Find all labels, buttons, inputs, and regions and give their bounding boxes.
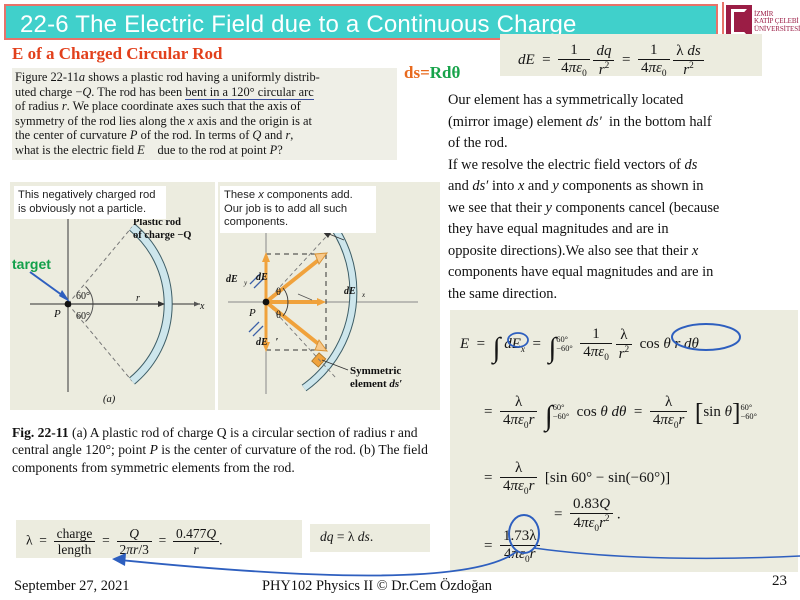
figure-b-graphic: y — [226, 192, 418, 394]
logo-line-1: İZMİR — [754, 9, 774, 18]
svg-text:x: x — [361, 291, 366, 299]
annotation-ds-equals-rdtheta: ds=Rdθ — [404, 63, 460, 83]
svg-text:of charge −Q: of charge −Q — [133, 230, 191, 241]
figure-a-callout: This negatively charged rod is obviously… — [14, 186, 166, 220]
svg-text:60°: 60° — [76, 311, 90, 322]
svg-text:60°: 60° — [76, 291, 90, 302]
logo-text: İZMİR KATİP ÇELEBİ ÜNİVERSİTESİ — [754, 9, 800, 34]
footer-course: PHY102 Physics II © Dr.Cem Özdoğan — [262, 578, 492, 594]
university-logo: İZMİR KATİP ÇELEBİ ÜNİVERSİTESİ — [722, 2, 800, 42]
svg-text:dE: dE — [344, 286, 356, 297]
section-heading: E of a Charged Circular Rod — [12, 44, 223, 63]
figure-b-callout-line-1: These x components add. — [224, 189, 353, 201]
svg-text:dE⃗′: dE⃗′ — [256, 337, 278, 348]
explanation-line-4: If we resolve the electric field vectors… — [448, 156, 698, 173]
footer-page-number: 23 — [772, 573, 787, 589]
figure-caption-label: Fig. 22-11 — [12, 425, 69, 440]
svg-text:θ: θ — [276, 310, 281, 321]
equation-dE: dE = 1 4πε0 dq r2 = 1 4πε0 λ ds r2 — [500, 34, 762, 79]
svg-text:Plastic rod: Plastic rod — [133, 217, 181, 228]
explanation-text: Our element has a symmetrically located … — [448, 90, 796, 305]
svg-text:P: P — [248, 307, 256, 319]
explanation-line-9: components have equal magnitudes and are… — [448, 264, 714, 280]
explanation-line-8: opposite directions).We also see that th… — [448, 242, 699, 259]
annotation-ds-rhs: Rdθ — [429, 63, 461, 82]
svg-text:r: r — [136, 293, 140, 304]
figure-caption: Fig. 22-11 (a) A plastic rod of charge Q… — [12, 424, 432, 476]
svg-text:dE: dE — [226, 274, 238, 285]
svg-text:(a): (a) — [103, 394, 116, 405]
svg-text:x: x — [199, 301, 205, 312]
intro-paragraph: Figure 22-11a shows a plastic rod having… — [12, 68, 397, 160]
derivation-line-2: = λ 4πε0r ∫ 60° −60° cos θ dθ = λ 4πε0r [sin… — [484, 394, 757, 433]
target-annotation-label: target — [12, 256, 51, 272]
figure-a-callout-line-2: is obviously not a particle. — [18, 202, 147, 215]
figure-a-callout-line-1: This negatively charged rod — [18, 189, 156, 201]
derivation-line-1: E = ∫ dEx = ∫ 60° −60° 1 4πε0 λ r2 cos θ r d… — [460, 326, 699, 365]
equation-lambda: λ = charge length = Q 2πr/3 = 0.477Q r. — [16, 520, 302, 558]
derivation-line-4: = 1.73λ 4πε0r — [484, 528, 540, 565]
annotation-ds-lhs: ds= — [404, 63, 430, 82]
equation-dq: dq = λ ds. — [310, 524, 430, 552]
svg-text:Symmetric: Symmetric — [350, 365, 401, 377]
header-band: 22-6 The Electric Field due to a Continu… — [4, 4, 718, 40]
explanation-line-3: of the rod. — [448, 135, 508, 151]
derivation-line-3: = λ 4πε0r [sin 60° − sin(−60°)] — [484, 460, 671, 497]
logo-line-2: KATİP ÇELEBİ — [754, 17, 799, 26]
explanation-line-10: the same direction. — [448, 285, 558, 302]
svg-text:dE⃗: dE⃗ — [256, 272, 275, 283]
figure-caption-text: (a) A plastic rod of charge Q is a circu… — [12, 425, 428, 475]
figure-b-callout-line-2: Our job is to add all such — [224, 202, 348, 215]
figure-b: y — [218, 182, 440, 410]
svg-text:y: y — [243, 279, 248, 287]
derivation-line-5: = 0.83Q 4πε0r2 . — [554, 496, 621, 534]
figure-b-callout: These x components add. Our job is to ad… — [220, 186, 376, 233]
figure-b-callout-line-3: components. — [224, 216, 289, 229]
svg-text:element ds′: element ds′ — [350, 378, 402, 390]
logo-line-3: ÜNİVERSİTESİ — [754, 24, 800, 33]
page-title: 22-6 The Electric Field due to a Continu… — [20, 11, 577, 38]
explanation-line-1: Our element has a symmetrically located — [448, 92, 684, 108]
explanation-line-6: we see that their y components cancel (b… — [448, 199, 720, 216]
explanation-line-2: (mirror image) element ds′ in the bottom… — [448, 113, 712, 130]
explanation-line-5: and ds′ into x and y components as shown… — [448, 178, 704, 194]
svg-text:P: P — [53, 308, 61, 320]
svg-text:θ: θ — [276, 287, 281, 298]
footer-date: September 27, 2021 — [14, 578, 130, 594]
explanation-line-7: they have equal magnitudes and are in — [448, 221, 669, 237]
logo-mark-icon — [726, 5, 752, 39]
equation-derivation-block: E = ∫ dEx = ∫ 60° −60° 1 4πε0 λ r2 cos θ r d… — [450, 310, 798, 572]
